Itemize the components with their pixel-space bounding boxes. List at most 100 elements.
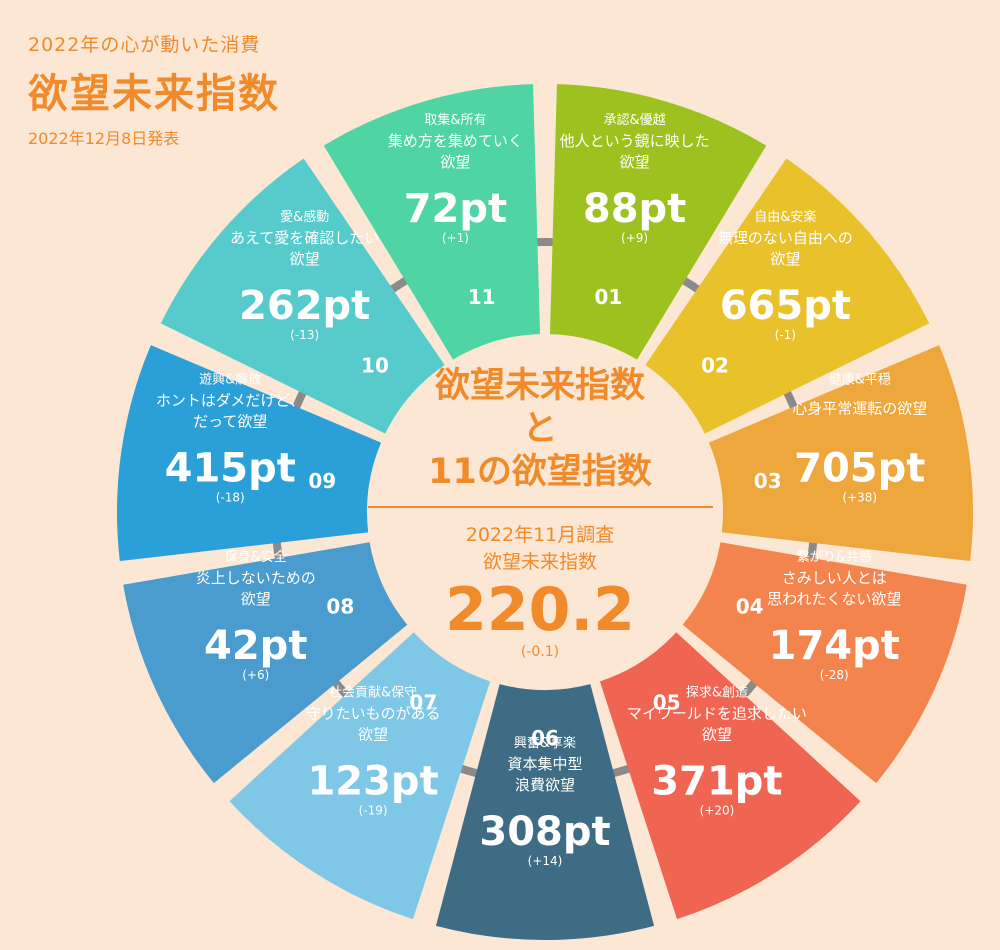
segment-number: 06 <box>531 726 559 750</box>
segment-change: (-19) <box>359 804 388 818</box>
segment-number: 03 <box>754 469 782 493</box>
segment-desire-line: 浪費欲望 <box>515 776 575 794</box>
segment-change: (+14) <box>528 854 563 868</box>
segment-change: (+1) <box>442 231 469 245</box>
segment-desire-line: 守りたいものがある <box>306 705 441 723</box>
segment-value: 88pt <box>583 186 686 232</box>
segment-category: 繋がり&共感 <box>797 549 872 565</box>
segment-desire-line: 心身平常運転の欲望 <box>792 400 927 418</box>
segment-value: 262pt <box>239 283 370 329</box>
center-title-line2: と <box>522 409 558 449</box>
segment-category: 社会貢献&保守 <box>329 685 417 701</box>
segment-value: 42pt <box>204 623 307 669</box>
segment-desire-line: マイワールドを追求したい <box>627 705 807 723</box>
segment-number: 05 <box>653 690 681 714</box>
release-date: 2022年12月8日発表 <box>28 129 180 148</box>
center-index-value: 220.2 <box>445 575 635 645</box>
center-title-line1: 欲望未来指数 <box>434 366 645 406</box>
segment-desire-line: 欲望 <box>440 153 470 171</box>
center-divider <box>367 506 713 508</box>
segment-number: 04 <box>736 594 764 618</box>
segment-value: 415pt <box>165 446 296 492</box>
segment-wedge <box>435 684 655 940</box>
segment-category: 自由&安楽 <box>754 209 816 225</box>
segment-category: 健康&平穏 <box>829 372 891 388</box>
segment-value: 665pt <box>720 283 851 329</box>
segment-desire-line: ホントはダメだけど、 <box>156 392 305 410</box>
segment-wedge <box>160 158 445 434</box>
segment-category: 興奮&享楽 <box>514 735 576 751</box>
segment-value: 308pt <box>479 809 610 855</box>
segment-category: 取集&所有 <box>424 112 486 128</box>
segment-value: 174pt <box>769 623 900 669</box>
segment-wedge <box>229 632 491 920</box>
segment-desire-line: 欲望 <box>770 250 800 268</box>
segment-value: 123pt <box>307 759 438 805</box>
segment-value: 705pt <box>794 446 925 492</box>
segment-change: (-18) <box>216 491 245 505</box>
segment-change: (-28) <box>820 668 849 682</box>
segment-number: 10 <box>361 354 389 378</box>
segment-number: 01 <box>594 285 622 309</box>
header-subtitle: 2022年の心が動いた消費 <box>28 34 261 56</box>
segment-number: 07 <box>409 690 437 714</box>
segment-change: (+6) <box>242 668 269 682</box>
segment-desire-line: 欲望 <box>290 250 320 268</box>
segment-number: 02 <box>701 354 729 378</box>
segment-change: (+9) <box>621 231 648 245</box>
segment-wedge <box>323 84 541 360</box>
segment-desire-line: 欲望 <box>702 726 732 744</box>
segment-number: 09 <box>308 469 336 493</box>
segment-value: 72pt <box>404 186 507 232</box>
segment-change: (+38) <box>842 491 877 505</box>
segment-number: 11 <box>468 285 496 309</box>
segment-number: 08 <box>326 594 354 618</box>
segment-desire-line: 欲望 <box>358 726 388 744</box>
center-survey-label: 欲望未来指数 <box>482 551 597 573</box>
segment-wedge <box>549 84 767 360</box>
segment-wedge <box>123 542 408 784</box>
center-index-change: (-0.1) <box>520 644 560 660</box>
segment-change: (-1) <box>775 328 796 342</box>
header: 2022年の心が動いた消費 欲望未来指数 2022年12月8日発表 <box>28 30 280 149</box>
segment-category: 保身&安全 <box>225 549 287 565</box>
segment-wedge <box>708 345 973 562</box>
segment-desire-line: 無理のない自由への <box>718 229 853 247</box>
segment-wedge <box>645 158 930 434</box>
segment-desire-line: 欲望 <box>620 153 650 171</box>
segment-desire-line: 集め方を集めていく <box>388 132 523 150</box>
segment-desire-line: だって欲望 <box>193 413 267 431</box>
center-survey-date: 2022年11月調査 <box>465 524 615 546</box>
center-title-line3: 11の欲望指数 <box>428 452 652 492</box>
segment-change: (-13) <box>290 328 319 342</box>
segment-category: 探求&創造 <box>686 686 748 701</box>
segment-category: 承認&優越 <box>604 112 666 128</box>
segment-change: (+20) <box>700 804 735 818</box>
segment-wedge <box>117 345 382 562</box>
segment-desire-line: あえて愛を確認したい <box>230 229 379 247</box>
center-panel: 欲望未来指数 と 11の欲望指数 2022年11月調査 欲望未来指数 220.2… <box>360 365 720 660</box>
segment-desire-line: 他人という鏡に映した <box>560 132 710 150</box>
segment-desire-line: 思われたくない欲望 <box>767 590 901 608</box>
segment-desire-line: さみしい人とは <box>782 569 887 587</box>
segment-desire-line: 資本集中型 <box>507 755 582 773</box>
segment-desire-line: 炎上しないための <box>196 569 316 587</box>
segment-wedge <box>682 542 967 784</box>
segment-wedge <box>599 632 861 920</box>
segment-desire-line: 欲望 <box>241 590 271 608</box>
segment-category: 愛&感動 <box>280 209 329 225</box>
segment-category: 遊興&解放 <box>199 373 261 388</box>
header-title: 欲望未来指数 <box>28 71 280 117</box>
